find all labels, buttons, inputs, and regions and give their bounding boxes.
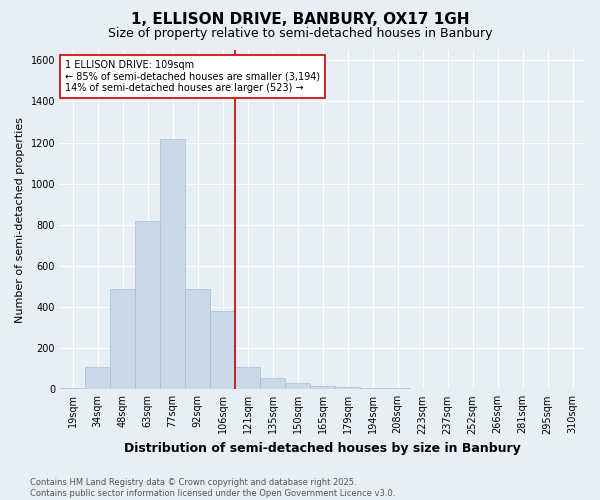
Bar xyxy=(160,140,185,390)
Text: 1, ELLISON DRIVE, BANBURY, OX17 1GH: 1, ELLISON DRIVE, BANBURY, OX17 1GH xyxy=(131,12,469,26)
Bar xyxy=(385,388,410,390)
Bar xyxy=(110,288,135,390)
Bar xyxy=(360,388,385,390)
X-axis label: Distribution of semi-detached houses by size in Banbury: Distribution of semi-detached houses by … xyxy=(124,442,521,455)
Bar xyxy=(285,383,310,390)
Bar xyxy=(260,378,285,390)
Bar xyxy=(235,366,260,390)
Bar xyxy=(310,386,335,390)
Bar xyxy=(85,366,110,390)
Y-axis label: Number of semi-detached properties: Number of semi-detached properties xyxy=(15,116,25,322)
Bar xyxy=(135,220,160,390)
Bar xyxy=(335,387,360,390)
Bar xyxy=(185,288,210,390)
Text: Size of property relative to semi-detached houses in Banbury: Size of property relative to semi-detach… xyxy=(108,28,492,40)
Text: Contains HM Land Registry data © Crown copyright and database right 2025.
Contai: Contains HM Land Registry data © Crown c… xyxy=(30,478,395,498)
Bar xyxy=(60,388,85,390)
Text: 1 ELLISON DRIVE: 109sqm
← 85% of semi-detached houses are smaller (3,194)
14% of: 1 ELLISON DRIVE: 109sqm ← 85% of semi-de… xyxy=(65,60,320,94)
Bar xyxy=(210,311,235,390)
